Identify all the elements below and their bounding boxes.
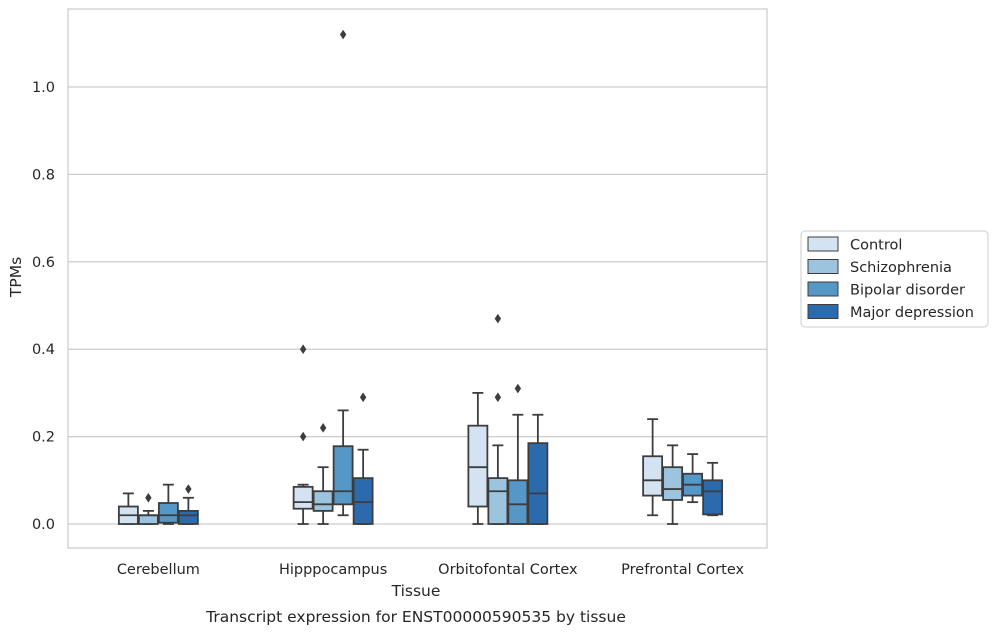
iqr-box	[507, 479, 529, 525]
legend-label: Control	[850, 238, 902, 254]
box-major-depression	[702, 461, 724, 517]
box-schizophrenia	[137, 492, 159, 525]
outlier-point	[185, 484, 192, 494]
iqr-box	[332, 445, 354, 506]
legend-swatch	[807, 236, 839, 252]
y-tick-label: 0.6	[32, 255, 55, 271]
outlier-point	[494, 313, 502, 324]
box-bipolar-disorder	[507, 383, 529, 525]
iqr-box	[662, 466, 684, 501]
y-tick-label: 1.0	[32, 80, 55, 96]
outlier-point	[339, 29, 347, 40]
iqr-box	[527, 442, 549, 525]
x-tick-label: Hipppocampus	[279, 562, 387, 578]
plot-frame	[67, 8, 768, 549]
x-tick-label: Orbitofontal Cortex	[438, 562, 578, 578]
y-tick-label: 0.0	[32, 517, 55, 533]
outlier-point	[359, 392, 367, 403]
iqr-box	[157, 502, 179, 524]
box-major-depression	[352, 392, 374, 525]
box-major-depression	[177, 484, 199, 525]
y-tick-label: 0.2	[32, 430, 55, 446]
x-tick-label: Cerebellum	[117, 562, 200, 578]
box-control	[642, 418, 664, 517]
iqr-box	[702, 479, 724, 516]
box-major-depression	[527, 413, 549, 525]
legend-swatch	[807, 259, 839, 274]
x-axis-title: Tissue	[391, 582, 441, 600]
y-tick-label: 0.4	[32, 342, 55, 358]
box-bipolar-disorder	[332, 29, 354, 517]
outlier-point	[494, 392, 502, 403]
box-schizophrenia	[312, 423, 334, 525]
y-tick-labels: 0.0 0.2 0.4 0.6 0.8 1.0	[32, 80, 55, 533]
gridlines	[68, 86, 767, 525]
box-control	[117, 492, 139, 525]
iqr-box	[487, 477, 509, 525]
outlier-point	[299, 344, 307, 354]
legend-swatch	[807, 281, 839, 297]
iqr-box	[467, 424, 489, 508]
box-schizophrenia	[487, 313, 509, 525]
outlier-point	[299, 431, 307, 442]
outlier-point	[514, 383, 522, 394]
box-plots	[117, 29, 724, 525]
iqr-box	[292, 485, 314, 510]
outlier-point	[319, 423, 327, 433]
legend-label: Bipolar disorder	[850, 283, 965, 299]
x-tick-labels: Cerebellum Hipppocampus Orbitofontal Corte…	[117, 562, 745, 578]
iqr-box	[312, 490, 334, 512]
legend-frame	[800, 230, 989, 328]
legend: Control Schizophrenia Bipolar disorder Majo…	[800, 230, 989, 328]
outlier-point	[145, 492, 152, 503]
iqr-box	[177, 509, 199, 525]
legend-label: Schizophrenia	[850, 260, 952, 276]
box-control	[292, 344, 314, 525]
legend-swatch	[807, 304, 839, 319]
legend-label: Major depression	[850, 305, 974, 321]
box-schizophrenia	[662, 444, 684, 525]
box-bipolar-disorder	[682, 453, 704, 504]
y-tick-label: 0.8	[32, 167, 55, 183]
chart-caption: Transcript expression for ENST0000059053…	[205, 608, 626, 626]
iqr-box	[352, 477, 374, 525]
y-axis-title: TPMs	[7, 257, 25, 298]
box-bipolar-disorder	[157, 483, 179, 525]
box-control	[467, 391, 489, 525]
x-tick-label: Prefrontal Cortex	[621, 562, 744, 578]
iqr-box	[642, 455, 664, 497]
iqr-box	[137, 514, 159, 525]
